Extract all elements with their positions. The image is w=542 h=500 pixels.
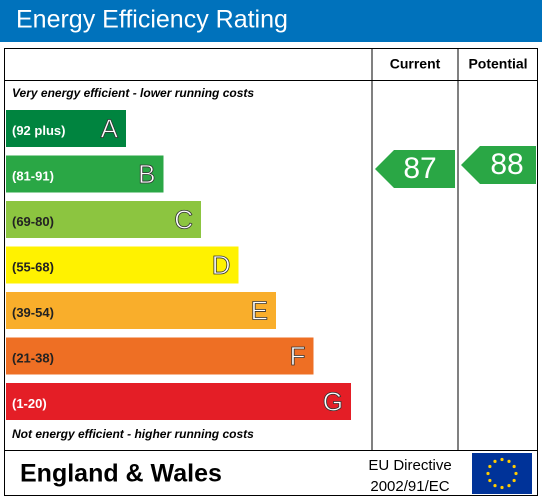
band-letter: G: [323, 386, 343, 416]
flag-star: [488, 464, 492, 469]
directive-line: 2002/91/EC: [370, 478, 449, 495]
band: [6, 155, 164, 193]
current-arrow: [375, 150, 455, 188]
band-range: (69-80): [12, 214, 54, 229]
title-bar: [0, 0, 542, 42]
flag-star: [512, 478, 516, 483]
flag-star: [507, 459, 511, 463]
flag-star: [507, 484, 511, 488]
band: [6, 246, 239, 284]
region: England & Wales: [20, 460, 222, 488]
band-range: (21-38): [12, 350, 54, 365]
band-range: (81-91): [12, 168, 54, 183]
band-range: (92 plus): [12, 123, 65, 138]
bottom-note: Not energy efficient - higher running co…: [12, 427, 254, 441]
title: Energy Efficiency Rating: [16, 6, 288, 34]
potential-header: Potential: [468, 56, 527, 72]
flag-star: [486, 471, 490, 476]
band-letter: C: [174, 204, 193, 234]
flag-star: [493, 459, 497, 463]
flag-star: [500, 485, 504, 490]
current-value: 87: [403, 152, 436, 185]
frame: [4, 48, 538, 496]
band-letter: F: [290, 341, 306, 371]
band-letter: D: [212, 250, 231, 280]
flag-star: [500, 457, 504, 462]
band-range: (55-68): [12, 259, 54, 274]
potential-value: 88: [490, 148, 523, 181]
flag-star: [493, 484, 497, 488]
band-letter: E: [251, 295, 268, 325]
directive-line: EU Directive: [368, 457, 451, 474]
flag-star: [514, 471, 518, 476]
potential-arrow: [461, 146, 536, 184]
band: [6, 337, 314, 375]
band: [6, 201, 201, 238]
eu-flag: [472, 453, 532, 494]
band-range: (39-54): [12, 305, 54, 320]
band-letter: B: [138, 159, 155, 189]
band: [6, 110, 126, 147]
top-note: Very energy efficient - lower running co…: [12, 86, 254, 100]
flag-star: [512, 464, 516, 469]
current-header: Current: [390, 56, 441, 72]
band: [6, 383, 351, 420]
band: [6, 292, 276, 329]
band-letter: A: [101, 113, 119, 143]
flag-star: [488, 478, 492, 483]
band-range: (1-20): [12, 396, 47, 411]
